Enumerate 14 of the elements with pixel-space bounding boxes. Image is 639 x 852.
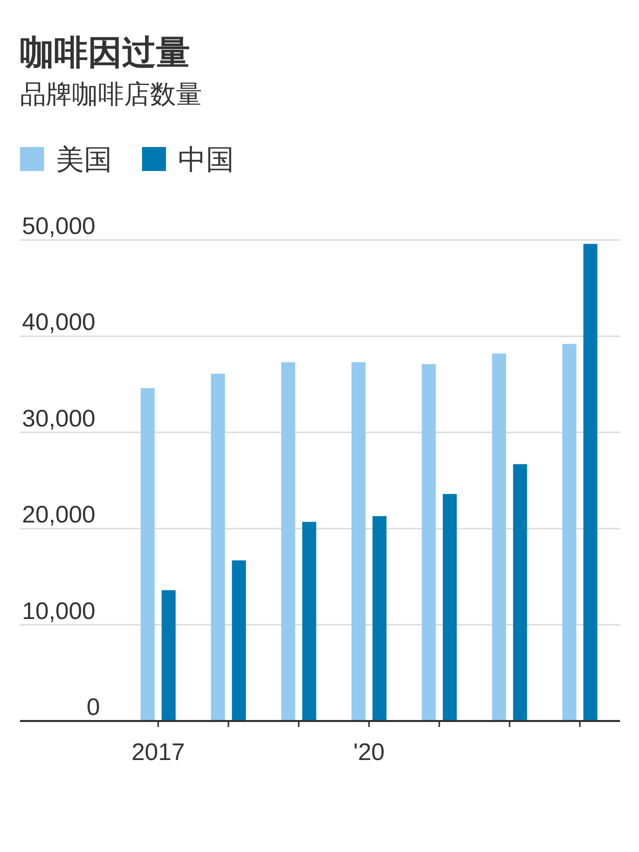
y-tick-label: 40,000: [22, 309, 96, 336]
legend-label: 美国: [56, 144, 112, 175]
y-tick-label: 0: [86, 694, 100, 721]
chart-title: 咖啡因过量: [20, 34, 190, 72]
legend-item: 美国: [20, 144, 112, 175]
x-tick-label: 2017: [131, 739, 185, 766]
y-tick-label: 30,000: [22, 405, 96, 432]
y-tick-label: 20,000: [22, 502, 96, 529]
y-tick-label: 50,000: [22, 213, 96, 240]
chart-subtitle: 品牌咖啡店数量: [20, 79, 202, 109]
y-tick-label: 10,000: [22, 598, 96, 625]
legend-item: 中国: [142, 144, 234, 175]
x-tick-label: '20: [353, 739, 385, 766]
legend-label: 中国: [178, 144, 234, 175]
